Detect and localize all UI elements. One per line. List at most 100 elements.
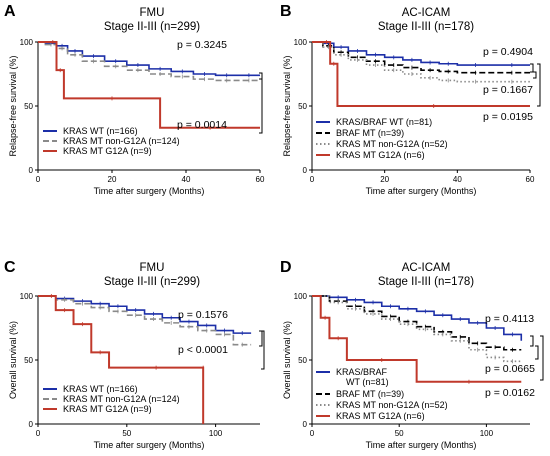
chart-subtitle: Stage II-III (n=178) — [378, 21, 474, 33]
legend-entry-line: KRAS MT G12A (n=6) — [336, 150, 425, 160]
p-value-label: p = 0.3245 — [177, 39, 227, 51]
chart-title: FMU — [140, 262, 165, 274]
y-tick-label: 50 — [298, 356, 307, 365]
p-value-bracket — [537, 63, 541, 107]
p-value-label: p = 0.0665 — [485, 363, 535, 375]
series-line-3 — [312, 41, 530, 107]
legend-entry: KRAS MT non-G12A (n=124) — [63, 136, 180, 146]
p-value-label: p < 0.0001 — [178, 344, 228, 356]
legend-entry: KRAS MT G12A (n=6) — [336, 411, 425, 421]
x-tick-label: 40 — [453, 175, 462, 184]
x-tick-label: 60 — [256, 175, 265, 184]
x-tick-label: 0 — [310, 429, 315, 438]
panel-label: D — [280, 259, 292, 276]
series-line-2 — [312, 41, 530, 83]
panel-label: C — [4, 259, 16, 276]
p-value-label: p = 0.1667 — [483, 84, 533, 96]
legend-entry-line: WT (n=81) — [346, 377, 389, 387]
x-tick-label: 0 — [36, 175, 41, 184]
x-tick-label: 60 — [526, 175, 535, 184]
panel-b: B AC-ICAM Stage II-III (n=178) 0 50 100 0 20 40 6… — [280, 3, 541, 196]
series-line-1 — [312, 41, 530, 74]
p-value-bracket — [261, 330, 265, 370]
chart-title: AC-ICAM — [402, 262, 451, 274]
x-tick-label: 100 — [480, 429, 494, 438]
y-axis-label: Overall survival (%) — [282, 321, 292, 399]
x-tick-label: 0 — [36, 429, 41, 438]
legend-entry-line: KRAS MT non-G12A (n=124) — [63, 136, 180, 146]
p-value-label: p = 0.4113 — [485, 313, 534, 325]
y-tick-label: 50 — [24, 356, 33, 365]
y-tick-label: 50 — [298, 102, 307, 111]
panel-d: D AC-ICAM Stage II-III (n=178) 0 50 100 0 50 100… — [280, 259, 544, 450]
x-axis-label: Time after surgery (Months) — [366, 440, 477, 450]
y-tick-label: 0 — [303, 166, 308, 175]
legend: KRAS WT (n=166)KRAS MT non-G12A (n=124)K… — [43, 384, 180, 414]
y-tick-label: 0 — [29, 420, 34, 429]
panel-label: B — [280, 3, 292, 20]
legend-entry-line: KRAS/BRAF — [336, 367, 388, 377]
y-tick-label: 100 — [294, 292, 308, 301]
legend-entry-line: BRAF MT (n=39) — [336, 128, 404, 138]
legend: KRAS WT (n=166)KRAS MT non-G12A (n=124)K… — [43, 126, 180, 156]
p-value-bracket — [530, 63, 534, 73]
legend-entry: KRAS MT G12A (n=9) — [63, 146, 152, 156]
legend-entry: KRAS WT (n=166) — [63, 384, 138, 394]
x-axis-label: Time after surgery (Months) — [94, 186, 205, 196]
legend: KRAS/BRAF WT (n=81)BRAF MT (n=39)KRAS MT … — [316, 367, 448, 421]
legend-entry: KRAS MT non-G12A (n=124) — [63, 394, 180, 404]
legend-entry: KRAS/BRAF WT (n=81) — [336, 117, 432, 127]
legend-entry: KRAS MT non-G12A (n=52) — [336, 400, 448, 410]
legend-entry-line: BRAF MT (n=39) — [336, 389, 404, 399]
y-tick-label: 100 — [20, 38, 34, 47]
legend-entry-line: KRAS MT non-G12A (n=52) — [336, 400, 448, 410]
legend-entry: KRAS MT G12A (n=6) — [336, 150, 425, 160]
series-line-0 — [312, 41, 530, 66]
legend-entry: BRAF MT (n=39) — [336, 389, 404, 399]
p-value-bracket — [530, 335, 534, 347]
p-value-bracket — [540, 335, 544, 381]
legend-entry-line: KRAS/BRAF WT (n=81) — [336, 117, 432, 127]
y-axis-label: Relapse-free survival (%) — [282, 55, 292, 156]
y-tick-label: 0 — [303, 420, 308, 429]
legend-entry: KRAS MT G12A (n=9) — [63, 404, 152, 414]
x-tick-label: 40 — [182, 175, 191, 184]
p-value-bracket — [259, 78, 263, 134]
legend-entry: KRAS MT non-G12A (n=52) — [336, 139, 448, 149]
y-tick-label: 100 — [20, 292, 34, 301]
x-tick-label: 20 — [108, 175, 117, 184]
legend-entry: KRAS WT (n=166) — [63, 126, 138, 136]
series-line-2 — [38, 41, 260, 129]
series-line-1 — [38, 295, 252, 346]
p-value-label: p = 0.1576 — [178, 309, 228, 321]
legend: KRAS/BRAF WT (n=81)BRAF MT (n=39)KRAS MT… — [316, 117, 448, 160]
chart-subtitle: Stage II-III (n=299) — [104, 21, 200, 33]
p-value-label: p = 0.0014 — [177, 119, 227, 131]
p-value-label: p = 0.0162 — [485, 387, 535, 399]
legend-entry-line: KRAS MT G12A (n=9) — [63, 146, 152, 156]
legend-entry-line: KRAS MT G12A (n=9) — [63, 404, 152, 414]
panel-c: C FMU Stage II-III (n=299) 0 50 100 0 50 100 Time… — [4, 259, 265, 450]
legend-entry-line: KRAS WT (n=166) — [63, 384, 138, 394]
series-line-0 — [312, 295, 523, 341]
panel-label: A — [4, 3, 16, 20]
x-tick-label: 20 — [380, 175, 389, 184]
x-tick-label: 0 — [310, 175, 315, 184]
legend-entry: KRAS/BRAF WT (n=81) — [336, 367, 389, 387]
x-axis-label: Time after surgery (Months) — [366, 186, 477, 196]
p-value-bracket — [533, 71, 537, 79]
y-axis-label: Relapse-free survival (%) — [8, 55, 18, 156]
x-tick-label: 100 — [209, 429, 223, 438]
y-tick-label: 50 — [24, 102, 33, 111]
chart-subtitle: Stage II-III (n=178) — [378, 276, 474, 288]
panel-a: A FMU Stage II-III (n=299) 0 50 100 0 20 40 60 Tim… — [4, 3, 265, 196]
legend-entry-line: KRAS MT non-G12A (n=124) — [63, 394, 180, 404]
y-axis-label: Overall survival (%) — [8, 321, 18, 399]
p-value-bracket — [535, 345, 539, 360]
x-axis-label: Time after surgery (Months) — [94, 440, 205, 450]
y-tick-label: 100 — [294, 38, 308, 47]
series-line-2 — [312, 295, 522, 363]
legend-entry: BRAF MT (n=39) — [336, 128, 404, 138]
series-line-1 — [312, 295, 522, 351]
